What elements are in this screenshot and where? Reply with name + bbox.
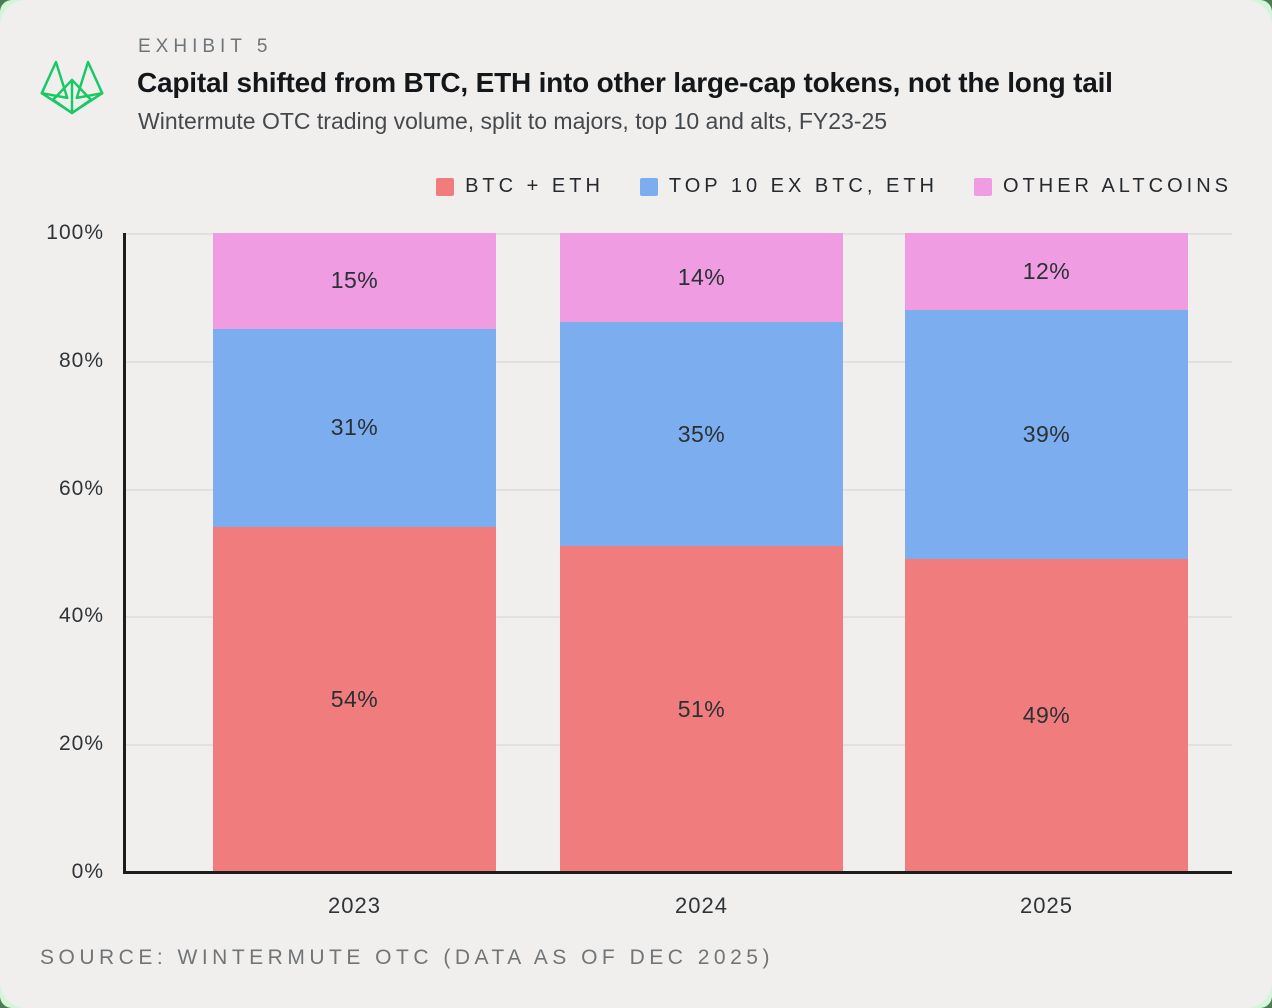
- bar-segment-2023-series-2: 15%: [213, 233, 496, 329]
- x-axis-line: [123, 871, 1232, 874]
- legend-label: BTC + ETH: [465, 175, 604, 197]
- exhibit-label: EXHIBIT 5: [138, 36, 273, 57]
- legend-swatch-icon: [974, 177, 992, 196]
- page-subtitle: Wintermute OTC trading volume, split to …: [138, 108, 888, 134]
- stacked-bar-2025: 49% 39% 12%: [905, 233, 1188, 872]
- y-tick-60: 60%: [58, 476, 104, 500]
- y-axis-labels: 0% 20% 40% 60% 80% 100%: [0, 221, 104, 883]
- bar-segment-2025-series-0: 49%: [905, 558, 1188, 872]
- bar-segment-2024-series-1: 35%: [560, 322, 843, 547]
- bar-segment-2023-series-1: 31%: [213, 328, 496, 527]
- y-tick-0: 0%: [71, 860, 104, 883]
- y-tick-40: 40%: [58, 604, 104, 628]
- bar-segment-2025-series-1: 39%: [905, 309, 1188, 559]
- bar-value-label: 15%: [330, 267, 379, 294]
- wintermute-logo-icon: [40, 60, 104, 115]
- x-tick-2023: 2023: [328, 893, 381, 918]
- legend-swatch-icon: [436, 177, 455, 196]
- bar-value-label: 35%: [677, 420, 726, 447]
- x-tick-2025: 2025: [1020, 893, 1073, 918]
- legend-item-1: TOP 10 EX BTC, ETH: [639, 175, 938, 198]
- chart-legend: BTC + ETH TOP 10 EX BTC, ETH OTHER ALTCOIN…: [436, 175, 1232, 198]
- bar-segment-2024-series-0: 51%: [560, 546, 843, 872]
- plot-area: 54% 31% 15% 51% 35% 14% 49% 39% 12%: [123, 233, 1232, 874]
- bar-value-label: 54%: [330, 685, 379, 712]
- bar-value-label: 51%: [677, 695, 726, 722]
- stacked-bar-2023: 54% 31% 15%: [213, 233, 496, 872]
- legend-swatch-icon: [639, 177, 658, 196]
- y-tick-20: 20%: [58, 732, 104, 756]
- legend-item-0: BTC + ETH: [436, 175, 604, 198]
- bar-value-label: 14%: [677, 264, 726, 291]
- bar-value-label: 49%: [1022, 701, 1071, 728]
- bar-value-label: 31%: [330, 414, 379, 441]
- page-title: Capital shifted from BTC, ETH into other…: [137, 67, 1113, 98]
- bar-segment-2025-series-2: 12%: [905, 233, 1188, 310]
- y-tick-80: 80%: [58, 348, 104, 372]
- legend-item-2: OTHER ALTCOINS: [974, 175, 1232, 198]
- x-tick-2024: 2024: [675, 893, 728, 918]
- legend-label: TOP 10 EX BTC, ETH: [668, 175, 938, 197]
- stacked-bar-2024: 51% 35% 14%: [560, 233, 843, 872]
- bar-value-label: 39%: [1022, 420, 1071, 447]
- bar-segment-2024-series-2: 14%: [560, 233, 843, 323]
- x-axis-labels: 2023 2024 2025: [123, 893, 1232, 923]
- bar-segment-2023-series-0: 54%: [213, 526, 496, 872]
- source-note: SOURCE: WINTERMUTE OTC (DATA AS OF DEC 2…: [40, 946, 774, 969]
- y-tick-100: 100%: [46, 221, 104, 244]
- y-axis-line: [123, 233, 126, 872]
- legend-label: OTHER ALTCOINS: [1003, 175, 1232, 197]
- bar-value-label: 12%: [1022, 257, 1071, 284]
